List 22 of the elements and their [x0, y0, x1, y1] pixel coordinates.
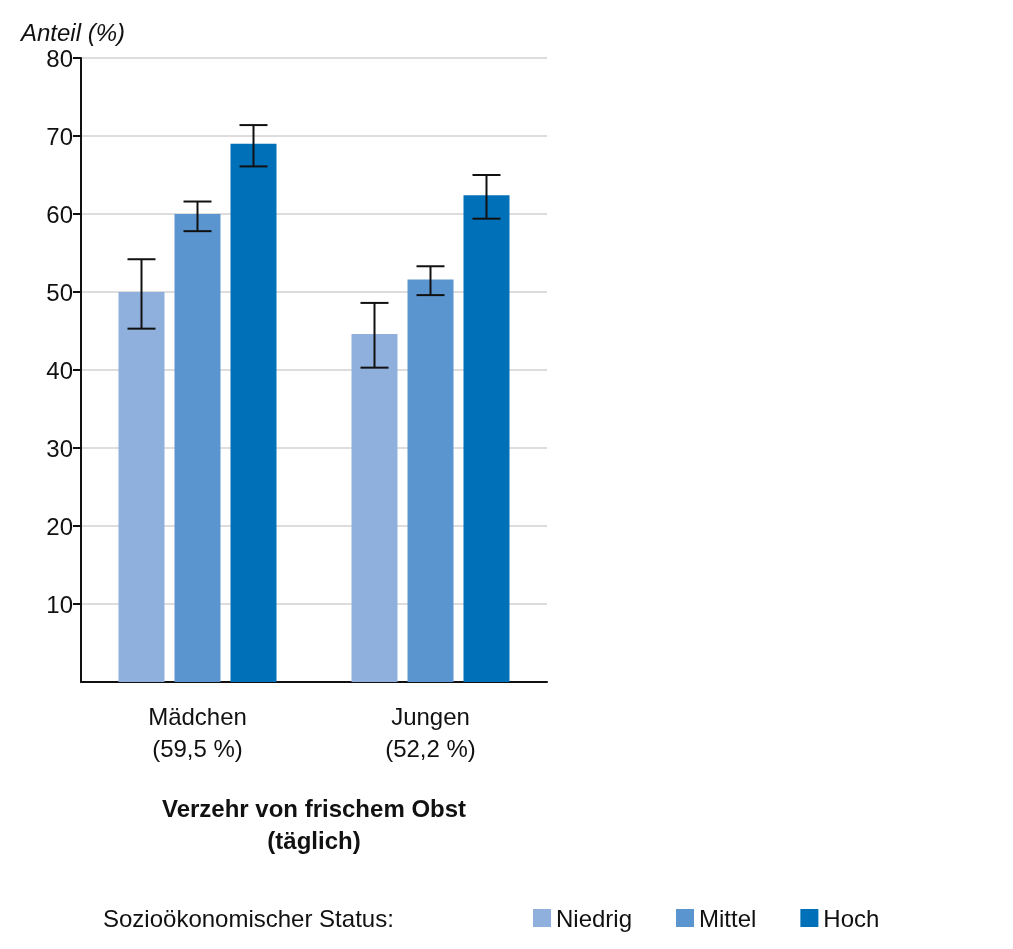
legend-label: Mittel: [699, 904, 757, 932]
x-tick-label: Mädchen (59,5 %): [148, 702, 247, 762]
y-tick-label: 70: [46, 122, 73, 150]
y-tick-label: 50: [46, 278, 73, 306]
y-tick-label: 80: [46, 44, 73, 72]
bar: [351, 334, 398, 682]
x-tick-label: Jungen (52,2 %): [385, 702, 476, 762]
legend-label: Niedrig: [556, 904, 633, 932]
bar: [230, 143, 277, 682]
bar: [407, 279, 454, 682]
y-tick-label: 60: [46, 200, 73, 228]
bar: [174, 214, 221, 682]
x-axis-title: Verzehr von frischem Obst (täglich): [161, 794, 467, 854]
y-tick-label: 30: [46, 434, 73, 462]
y-tick-label: 20: [46, 512, 73, 540]
y-tick-label: 10: [46, 590, 73, 618]
legend-title: Sozioökonomischer Status:: [103, 904, 394, 932]
bar: [118, 292, 165, 682]
y-tick-label: 40: [46, 356, 73, 384]
bar: [463, 195, 510, 682]
y-axis-title: Anteil (%): [19, 18, 126, 46]
legend-label: Hoch: [823, 904, 880, 932]
